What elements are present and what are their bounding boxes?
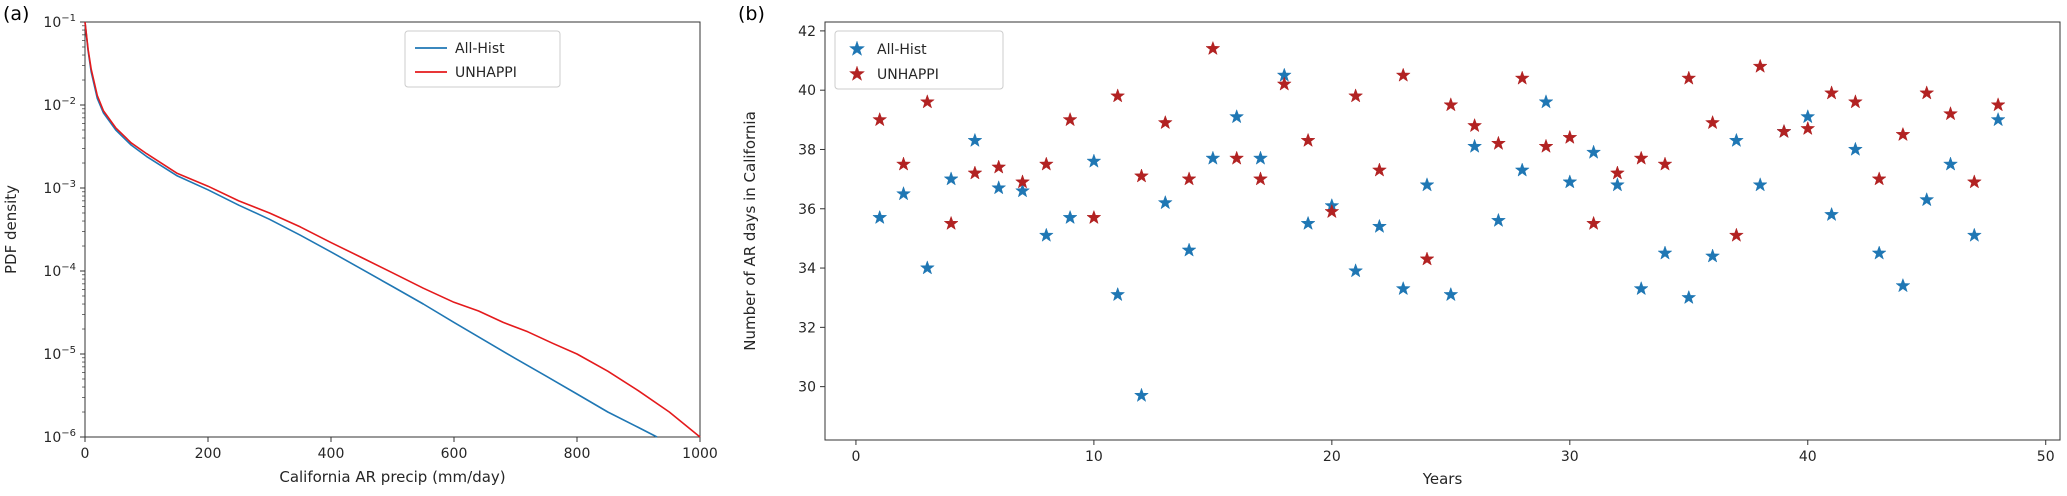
svg-text:10−5: 10−5	[43, 345, 76, 363]
svg-text:10−6: 10−6	[43, 428, 76, 446]
pdf-density-line-chart: 10−1 10−2 10−3 10−4 10−5 10−6 0 200 400 600 800 100…	[2, 13, 718, 486]
svg-text:30: 30	[798, 380, 816, 396]
svg-text:10−4: 10−4	[43, 262, 76, 280]
svg-text:200: 200	[195, 446, 222, 462]
svg-text:600: 600	[441, 446, 468, 462]
svg-text:Number of AR days in Californi: Number of AR days in California	[741, 111, 759, 351]
svg-text:38: 38	[798, 142, 816, 158]
svg-text:PDF density: PDF density	[2, 185, 20, 274]
svg-text:40: 40	[1799, 449, 1817, 465]
ar-days-scatter-chart: 30 32 34 36 38 40 42 0 10 20 30 40 50 Years Number of …	[741, 21, 2061, 488]
svg-text:32: 32	[798, 320, 816, 336]
svg-text:10: 10	[1085, 449, 1103, 465]
panel-a: (a) 10−1 10−2 10−3 10−4 10−5 10−6 0 200 400 600 80…	[0, 0, 735, 496]
svg-text:1000: 1000	[682, 446, 718, 462]
svg-text:10−3: 10−3	[43, 179, 76, 197]
panel-b: (b) 30 32 34 36 38 40 42 0 10 20 30 40 50 Years Number…	[735, 0, 2067, 496]
svg-text:400: 400	[318, 446, 345, 462]
svg-text:50: 50	[2037, 449, 2055, 465]
svg-text:0: 0	[81, 446, 90, 462]
svg-text:42: 42	[798, 24, 816, 40]
svg-text:40: 40	[798, 83, 816, 99]
svg-text:10−1: 10−1	[43, 13, 76, 31]
svg-text:800: 800	[564, 446, 591, 462]
panel-a-label: (a)	[3, 3, 30, 25]
svg-text:UNHAPPI: UNHAPPI	[877, 67, 939, 83]
svg-text:10−2: 10−2	[43, 96, 76, 114]
panel-b-label: (b)	[738, 3, 765, 25]
svg-text:Years: Years	[1422, 470, 1463, 488]
svg-text:All-Hist: All-Hist	[877, 42, 927, 58]
svg-text:36: 36	[798, 202, 816, 218]
svg-text:20: 20	[1323, 449, 1341, 465]
svg-text:34: 34	[798, 261, 816, 277]
svg-text:All-Hist: All-Hist	[455, 41, 505, 57]
svg-text:UNHAPPI: UNHAPPI	[455, 65, 517, 81]
svg-text:30: 30	[1561, 449, 1579, 465]
svg-text:California AR precip (mm/day): California AR precip (mm/day)	[279, 468, 505, 486]
svg-text:0: 0	[851, 449, 860, 465]
